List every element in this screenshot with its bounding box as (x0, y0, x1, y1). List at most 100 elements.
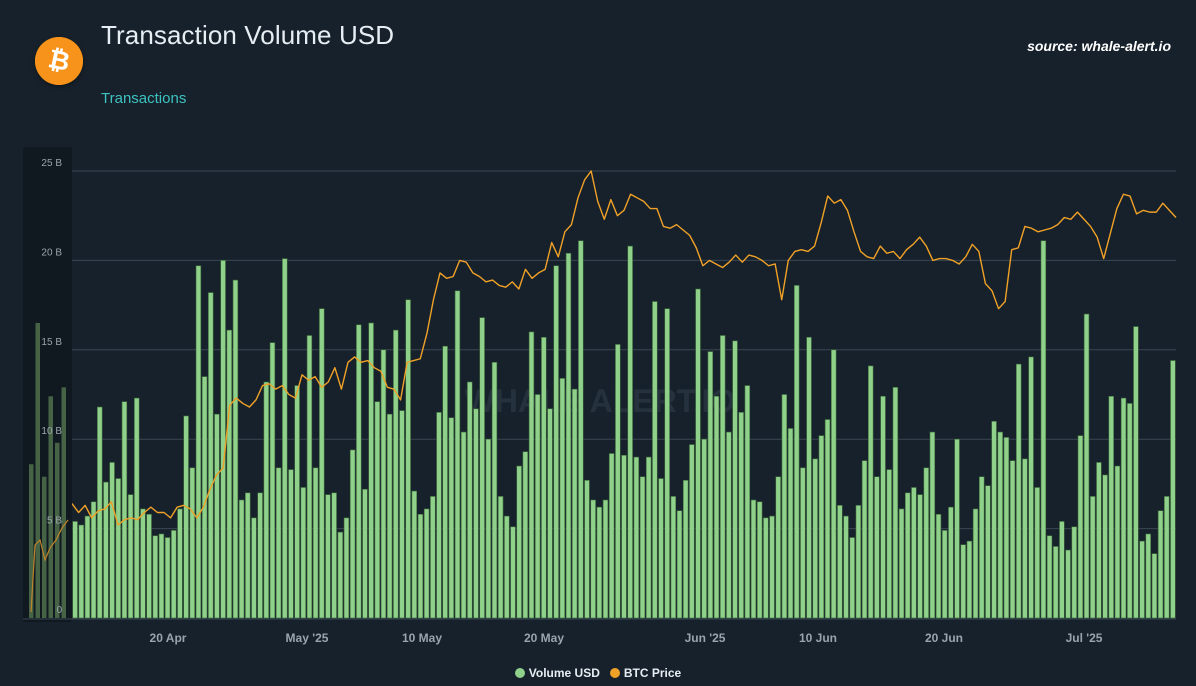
bar[interactable] (1022, 458, 1028, 619)
bar[interactable] (874, 476, 880, 619)
bar[interactable] (90, 501, 97, 619)
bar[interactable] (590, 499, 596, 619)
bar[interactable] (954, 438, 960, 619)
bar[interactable] (374, 401, 381, 619)
bar[interactable] (269, 342, 276, 619)
bar[interactable] (288, 469, 294, 619)
bar[interactable] (861, 460, 868, 619)
bar[interactable] (386, 413, 393, 619)
legend-item[interactable]: BTC Price (609, 666, 681, 680)
bar[interactable] (1065, 549, 1071, 619)
bar[interactable] (1114, 465, 1121, 619)
bar[interactable] (713, 395, 720, 619)
bar[interactable] (1096, 462, 1102, 619)
bar[interactable] (1034, 487, 1040, 619)
bar[interactable] (800, 467, 806, 619)
bar[interactable] (985, 485, 991, 619)
bar[interactable] (608, 453, 615, 619)
bar[interactable] (997, 431, 1003, 619)
bar[interactable] (485, 438, 492, 619)
bar[interactable] (1145, 533, 1151, 619)
bar[interactable] (238, 499, 245, 619)
bar[interactable] (109, 462, 115, 619)
bar[interactable] (763, 517, 769, 619)
bar[interactable] (1127, 403, 1133, 619)
bar[interactable] (121, 401, 128, 619)
bar[interactable] (442, 345, 448, 619)
bar[interactable] (183, 415, 189, 619)
bar[interactable] (935, 513, 942, 619)
bar[interactable] (707, 351, 714, 619)
bar[interactable] (534, 394, 541, 619)
bar[interactable] (923, 467, 929, 619)
bar[interactable] (423, 508, 430, 619)
bar[interactable] (793, 285, 800, 619)
bar[interactable] (1170, 360, 1176, 619)
bar[interactable] (676, 510, 683, 619)
bar[interactable] (115, 478, 121, 619)
bar[interactable] (1046, 535, 1053, 619)
bar[interactable] (769, 515, 775, 619)
bar[interactable] (158, 533, 165, 619)
bar[interactable] (152, 535, 158, 619)
bar[interactable] (1164, 496, 1170, 619)
bar[interactable] (497, 496, 504, 619)
bar[interactable] (1016, 363, 1022, 619)
bar[interactable] (695, 288, 701, 619)
bar[interactable] (979, 476, 985, 619)
bar[interactable] (436, 412, 442, 619)
bar[interactable] (553, 265, 559, 619)
bar[interactable] (849, 537, 855, 619)
range-navigator[interactable] (23, 147, 1176, 622)
bar[interactable] (602, 499, 609, 619)
bar[interactable] (744, 385, 751, 619)
bar[interactable] (522, 451, 529, 619)
bar[interactable] (300, 487, 306, 619)
bar[interactable] (473, 408, 479, 619)
bar[interactable] (460, 431, 467, 619)
bar[interactable] (405, 299, 411, 619)
bar[interactable] (898, 508, 905, 619)
bar[interactable] (682, 480, 689, 619)
bar[interactable] (886, 469, 892, 619)
bar[interactable] (516, 465, 522, 619)
bar[interactable] (325, 494, 331, 619)
bar[interactable] (689, 444, 695, 619)
bar[interactable] (639, 476, 646, 619)
bar[interactable] (319, 308, 325, 619)
bar[interactable] (652, 301, 658, 619)
bar[interactable] (368, 322, 374, 619)
bar[interactable] (1090, 496, 1096, 619)
bar[interactable] (454, 290, 461, 619)
bar[interactable] (750, 499, 757, 619)
bar[interactable] (146, 513, 152, 619)
bar[interactable] (1102, 474, 1108, 619)
bar[interactable] (732, 340, 738, 619)
bar[interactable] (547, 408, 553, 619)
bar[interactable] (1077, 435, 1084, 619)
bar[interactable] (72, 521, 78, 619)
bar[interactable] (843, 515, 849, 619)
bar[interactable] (565, 252, 572, 619)
bar[interactable] (756, 501, 763, 619)
bar[interactable] (966, 540, 973, 619)
bar[interactable] (411, 490, 418, 619)
bar[interactable] (830, 349, 837, 619)
bar[interactable] (393, 329, 399, 619)
bar[interactable] (1053, 546, 1059, 619)
bar[interactable] (929, 431, 936, 619)
bar[interactable] (201, 376, 208, 619)
bar[interactable] (880, 395, 886, 619)
bar[interactable] (1133, 326, 1139, 619)
bar[interactable] (232, 279, 239, 619)
bar[interactable] (245, 492, 251, 619)
bar[interactable] (904, 492, 911, 619)
bar[interactable] (84, 515, 91, 619)
legend-item[interactable]: Volume USD (514, 666, 600, 680)
bar[interactable] (701, 438, 707, 619)
bar[interactable] (892, 387, 899, 619)
bar[interactable] (275, 467, 282, 619)
bar[interactable] (399, 410, 405, 619)
bar[interactable] (467, 381, 473, 619)
bar[interactable] (214, 413, 220, 619)
